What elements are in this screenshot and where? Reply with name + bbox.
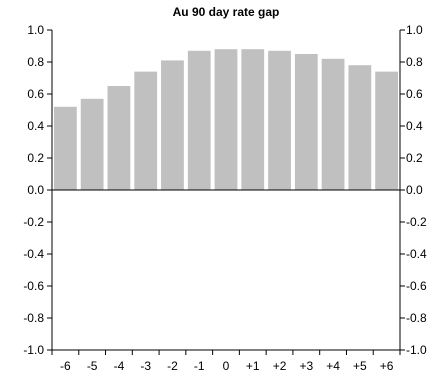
chart-title: Au 90 day rate gap — [173, 5, 280, 19]
bar--2 — [161, 60, 184, 191]
x-tick-label: -4 — [114, 359, 125, 373]
x-tick-label: 0 — [223, 359, 230, 373]
bar--3 — [134, 71, 158, 190]
x-tick-label: -3 — [140, 359, 151, 373]
bar-+1 — [241, 49, 265, 191]
x-axis-ticks: -6 -5 -4 -3 -2 -1 0 +1 +2 +3 +4 +5 +6 — [51, 350, 401, 373]
x-tick-label: +2 — [273, 359, 287, 373]
y-tick-right-label: 0.4 — [406, 119, 423, 133]
x-tick-label: +5 — [353, 359, 367, 373]
bar--5 — [80, 98, 104, 190]
x-tick-label: -6 — [60, 359, 71, 373]
x-tick-label: +4 — [326, 359, 340, 373]
x-tick-label: -5 — [87, 359, 98, 373]
bar-0 — [214, 49, 238, 191]
y-tick-right-label: 0.0 — [406, 183, 423, 197]
x-tick-label: -2 — [167, 359, 178, 373]
y-tick-right-label: -0.4 — [406, 247, 427, 261]
x-tick-label: +1 — [246, 359, 260, 373]
bars-group — [54, 49, 398, 191]
x-tick-label: +3 — [299, 359, 313, 373]
y-tick-right-label: 0.2 — [406, 151, 423, 165]
bar-+6 — [375, 71, 398, 190]
y-tick-left-label: -0.6 — [23, 279, 44, 293]
x-tick-label: -1 — [194, 359, 205, 373]
y-tick-left-label: 0.2 — [27, 151, 44, 165]
y-tick-left-label: 0.0 — [27, 183, 44, 197]
y-tick-left-label: 0.6 — [27, 87, 44, 101]
bar-+5 — [348, 65, 372, 190]
y-tick-left-label: 0.8 — [27, 55, 44, 69]
y-tick-right-label: 1.0 — [406, 23, 423, 37]
y-tick-right-label: -0.6 — [406, 279, 427, 293]
bar-+3 — [294, 54, 318, 190]
y-axis-right-ticks: -1.0 -0.8 -0.6 -0.4 -0.2 0.0 0.2 0.4 0.6 0.8 1.0 — [400, 23, 427, 357]
bar--6 — [54, 106, 77, 190]
y-tick-left-label: -0.8 — [23, 311, 44, 325]
bar-+2 — [268, 50, 291, 190]
y-tick-left-label: -0.2 — [23, 215, 44, 229]
y-axis-left-ticks: -1.0 -0.8 -0.6 -0.4 -0.2 0.0 0.2 0.4 0.6 0.8 1.0 — [23, 23, 52, 357]
x-tick-label: +6 — [380, 359, 394, 373]
y-tick-left-label: -0.4 — [23, 247, 44, 261]
y-tick-right-label: -0.2 — [406, 215, 427, 229]
y-tick-left-label: 1.0 — [27, 23, 44, 37]
y-tick-left-label: 0.4 — [27, 119, 44, 133]
bar-+4 — [321, 58, 345, 190]
y-tick-left-label: -1.0 — [23, 343, 44, 357]
y-tick-right-label: -1.0 — [406, 343, 427, 357]
bar--4 — [107, 86, 131, 190]
y-tick-right-label: 0.8 — [406, 55, 423, 69]
bar--1 — [187, 50, 211, 190]
y-tick-right-label: 0.6 — [406, 87, 423, 101]
y-tick-right-label: -0.8 — [406, 311, 427, 325]
